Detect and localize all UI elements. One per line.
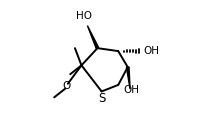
Text: OH: OH (123, 85, 139, 95)
Text: S: S (98, 92, 105, 105)
Polygon shape (126, 67, 130, 89)
Polygon shape (87, 26, 99, 49)
Text: O: O (62, 81, 70, 91)
Text: OH: OH (144, 46, 160, 56)
Text: HO: HO (76, 11, 92, 21)
